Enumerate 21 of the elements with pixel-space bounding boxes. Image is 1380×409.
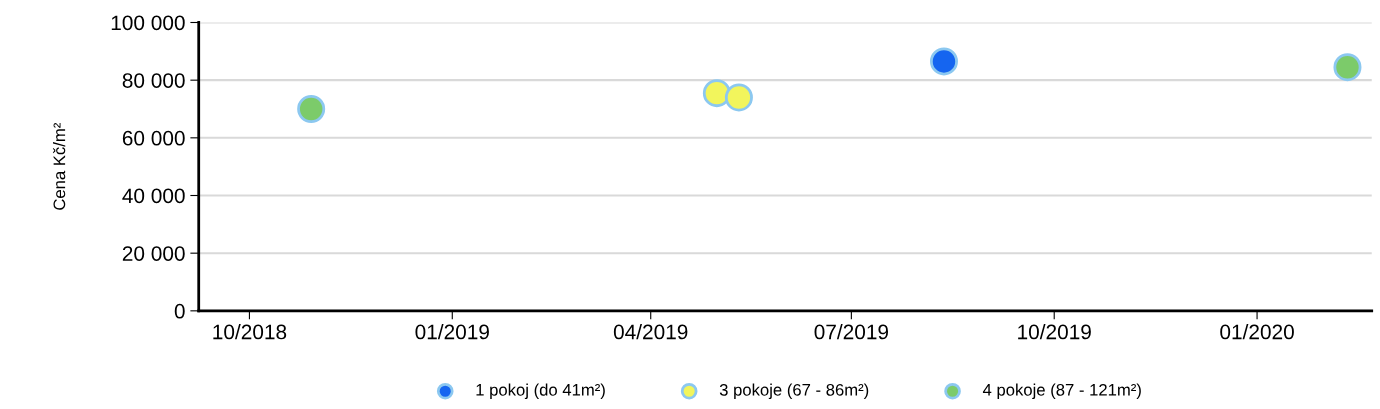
y-axis-title: Cena Kč/m² <box>52 122 66 210</box>
y-tick-label: 20 000 <box>122 246 185 261</box>
point <box>929 47 958 76</box>
point <box>724 83 753 112</box>
y-tick-label: 0 <box>174 303 185 319</box>
legend-label: 4 pokoje (87 - 121m²) <box>982 383 1141 400</box>
x-tick-label: 01/2019 <box>415 324 489 340</box>
point <box>297 94 326 123</box>
x-tick-label: 01/2020 <box>1220 324 1294 340</box>
x-tick-label: 04/2019 <box>613 324 688 340</box>
point <box>702 79 731 108</box>
legend-label: 3 pokoje (67 - 86m²) <box>719 383 869 400</box>
x-tick-label: 10/2018 <box>213 324 287 340</box>
y-tick-label: 60 000 <box>122 130 185 146</box>
y-tick-label: 40 000 <box>122 188 185 204</box>
x-tick-label: 10/2019 <box>1018 324 1091 340</box>
x-tick-label: 07/2019 <box>814 324 889 340</box>
legend-label: 1 pokoj (do 41m²) <box>476 383 605 400</box>
y-tick-label: 80 000 <box>122 73 185 88</box>
point <box>1333 53 1362 82</box>
y-tick-label: 100 000 <box>111 15 185 31</box>
